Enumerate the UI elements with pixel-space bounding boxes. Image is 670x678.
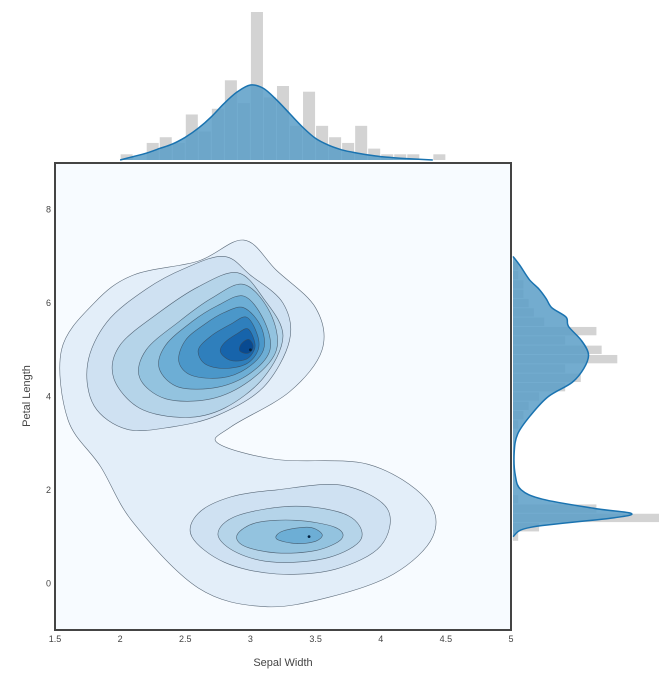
x-tick-label: 4.5 xyxy=(440,634,453,644)
top-hist-bar xyxy=(433,154,446,160)
right-kde-line xyxy=(512,255,633,538)
top-kde-line xyxy=(119,84,433,161)
contour-layer xyxy=(59,239,437,608)
right-kde-area xyxy=(513,256,632,537)
y-tick-label: 8 xyxy=(46,205,51,215)
x-axis-title: Sepal Width xyxy=(253,657,312,669)
right-marginal-plot xyxy=(512,255,659,541)
top-kde-area xyxy=(120,84,433,160)
top-hist-bar xyxy=(355,125,368,160)
x-tick-label: 2.5 xyxy=(179,634,192,644)
x-tick-label: 2 xyxy=(118,634,123,644)
right-hist-bar xyxy=(513,532,519,541)
plot-frame xyxy=(54,162,512,631)
x-tick-label: 3 xyxy=(248,634,253,644)
x-tick-label: 4 xyxy=(378,634,383,644)
y-tick-label: 2 xyxy=(46,485,51,495)
y-tick-label: 6 xyxy=(46,298,51,308)
y-axis-ticks: 0 2 4 6 8 xyxy=(46,205,51,589)
y-tick-label: 4 xyxy=(46,392,51,402)
x-tick-label: 3.5 xyxy=(309,634,322,644)
top-marginal-plot xyxy=(119,12,446,161)
contour-level-5 xyxy=(275,526,323,544)
top-hist-bar xyxy=(394,154,407,160)
x-tick-label: 1.5 xyxy=(49,634,62,644)
density-peak-2 xyxy=(307,535,311,538)
y-tick-label: 0 xyxy=(46,578,51,588)
top-hist-bar xyxy=(368,148,381,160)
x-axis-ticks: 1.5 2 2.5 3 3.5 4 4.5 5 xyxy=(49,634,514,644)
density-peak-1 xyxy=(249,348,252,352)
x-tick-label: 5 xyxy=(508,634,513,644)
y-axis-title: Petal Length xyxy=(21,365,33,427)
top-hist-bar xyxy=(120,154,133,160)
top-hist-bar xyxy=(407,154,420,160)
